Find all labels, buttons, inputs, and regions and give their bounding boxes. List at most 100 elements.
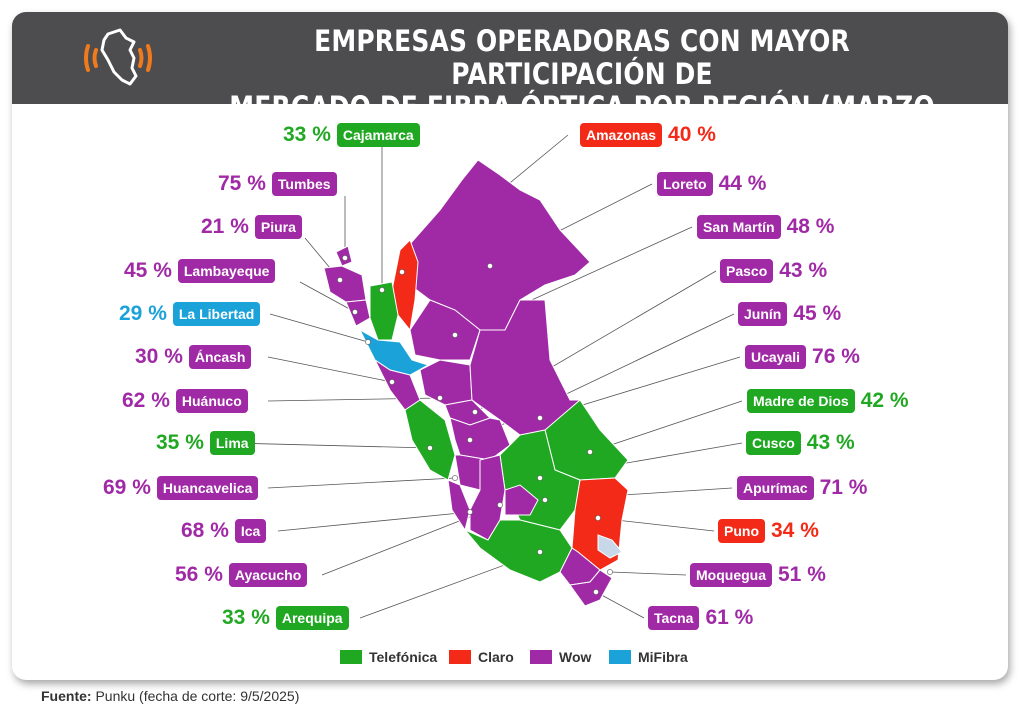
connector-9 — [277, 511, 471, 532]
source-text: Punku (fecha de corte: 9/5/2025) — [91, 688, 300, 704]
region-marker-19 — [537, 475, 543, 481]
tag-ancash: Áncash — [188, 345, 252, 369]
region-marker-21 — [595, 515, 601, 521]
tag-arequipa: Arequipa — [275, 606, 349, 630]
region-marker-4 — [365, 339, 371, 345]
tag-huancavelica: Huancavelica — [156, 476, 259, 500]
connector-23 — [595, 591, 645, 619]
percent-huanuco: 62 % — [122, 389, 170, 412]
region-lambayeque — [345, 299, 371, 327]
region-marker-5 — [389, 379, 395, 385]
percent-ancash: 30 % — [135, 345, 183, 368]
region-marker-16 — [467, 437, 473, 443]
region-marker-23 — [593, 589, 599, 595]
legend-swatch-telefonica — [340, 650, 362, 664]
title: EMPRESAS OPERADORAS CON MAYOR PARTICIPAC… — [221, 25, 943, 157]
region-marker-8 — [452, 475, 458, 481]
connector-3 — [299, 281, 356, 313]
percent-san-martin: 48 % — [786, 215, 835, 238]
percent-arequipa: 33 % — [222, 606, 270, 629]
region-tacna — [569, 569, 613, 607]
percent-puno: 34 % — [771, 519, 819, 542]
tag-la-libertad: La Libertad — [172, 302, 261, 326]
tag-amazonas: Amazonas — [580, 123, 663, 147]
region-lima — [404, 399, 456, 481]
legend-label-wow: Wow — [559, 649, 592, 665]
tag-lima: Lima — [209, 431, 255, 455]
tag-huanuco: Huánuco — [175, 389, 248, 413]
percent-cusco: 43 % — [806, 431, 855, 454]
region-marker-10 — [497, 502, 503, 508]
percent-lambayeque: 45 % — [124, 259, 172, 282]
region-ica — [447, 479, 471, 532]
header-bar: EMPRESAS OPERADORAS CON MAYOR PARTICIPAC… — [12, 12, 1008, 157]
label-ancash: 30 % Áncash — [135, 345, 252, 369]
label-amazonas: Amazonas 40 % — [580, 123, 716, 147]
region-marker-6 — [437, 395, 443, 401]
connector-18 — [589, 400, 743, 453]
source-note: Fuente: Punku (fecha de corte: 9/5/2025) — [41, 688, 299, 704]
label-cusco: Cusco 43 % — [746, 431, 855, 455]
label-cajamarca: 33 % Cajamarca — [283, 123, 420, 147]
peru-signal-logo-icon — [84, 28, 152, 86]
label-ayacucho: 56 % Ayacucho — [175, 563, 308, 587]
legend-claro: Claro — [449, 649, 514, 665]
percent-ayacucho: 56 % — [175, 563, 223, 586]
percent-huancavelica: 69 % — [103, 476, 151, 499]
label-apurimac: Apurímac 71 % — [737, 476, 867, 500]
region-marker-11 — [537, 549, 543, 555]
region-apurimac — [504, 484, 539, 516]
label-san-martin: San Martín 48 % — [697, 215, 834, 239]
label-puno: Puno 34 % — [718, 519, 819, 543]
label-huancavelica: 69 % Huancavelica — [103, 476, 259, 500]
percent-madre-de-dios: 42 % — [860, 389, 909, 412]
infographic-card: EMPRESAS OPERADORAS CON MAYOR PARTICIPAC… — [12, 12, 1008, 680]
label-tacna: Tacna 61 % — [648, 606, 753, 630]
region-marker-13 — [487, 263, 493, 269]
tag-tacna: Tacna — [648, 606, 700, 630]
tag-loreto: Loreto — [657, 172, 713, 196]
legend-wow: Wow — [530, 649, 591, 665]
percent-ucayali: 76 % — [812, 345, 860, 368]
region-marker-12 — [399, 269, 405, 275]
percent-loreto: 44 % — [718, 172, 767, 195]
region-marker-1 — [342, 255, 348, 261]
label-tumbes: 75 % Tumbes — [218, 172, 337, 196]
percent-piura: 21 % — [201, 215, 249, 238]
label-ica: 68 % Ica — [181, 519, 267, 543]
title-line-1: EMPRESAS OPERADORAS CON MAYOR PARTICIPAC… — [314, 24, 850, 91]
region-marker-18 — [587, 449, 593, 455]
label-moquegua: Moquegua 51 % — [690, 563, 826, 587]
tag-lambayeque: Lambayeque — [177, 259, 276, 283]
legend-label-claro: Claro — [478, 649, 514, 665]
legend-swatch-wow — [530, 650, 552, 664]
connector-4 — [269, 313, 369, 343]
region-marker-3 — [352, 309, 358, 315]
tag-junin: Junín — [738, 302, 788, 326]
percent-moquegua: 51 % — [778, 563, 826, 586]
label-pasco: Pasco 43 % — [720, 259, 827, 283]
region-marker-0 — [379, 287, 385, 293]
tag-san-martin: San Martín — [697, 215, 781, 239]
tag-tumbes: Tumbes — [271, 172, 337, 196]
percent-amazonas: 40 % — [668, 123, 716, 146]
legend-label-telefonica: Telefónica — [369, 649, 438, 665]
tag-apurimac: Apurímac — [737, 476, 814, 500]
percent-ica: 68 % — [181, 519, 229, 542]
tag-madre-de-dios: Madre de Dios — [747, 389, 855, 413]
region-marker-7 — [427, 445, 433, 451]
legend-swatch-claro — [449, 650, 471, 664]
label-junin: Junín 45 % — [738, 302, 841, 326]
tag-pasco: Pasco — [720, 259, 774, 283]
tag-cusco: Cusco — [746, 431, 801, 455]
legend-telefonica: Telefónica — [340, 649, 437, 665]
label-lambayeque: 45 % Lambayeque — [124, 259, 276, 283]
region-marker-14 — [452, 332, 458, 338]
tag-ucayali: Ucayali — [745, 345, 807, 369]
percent-lima: 35 % — [156, 431, 204, 454]
connector-8 — [267, 477, 456, 489]
connector-22 — [609, 571, 687, 576]
percent-tacna: 61 % — [705, 606, 754, 629]
tag-piura: Piura — [254, 215, 302, 239]
